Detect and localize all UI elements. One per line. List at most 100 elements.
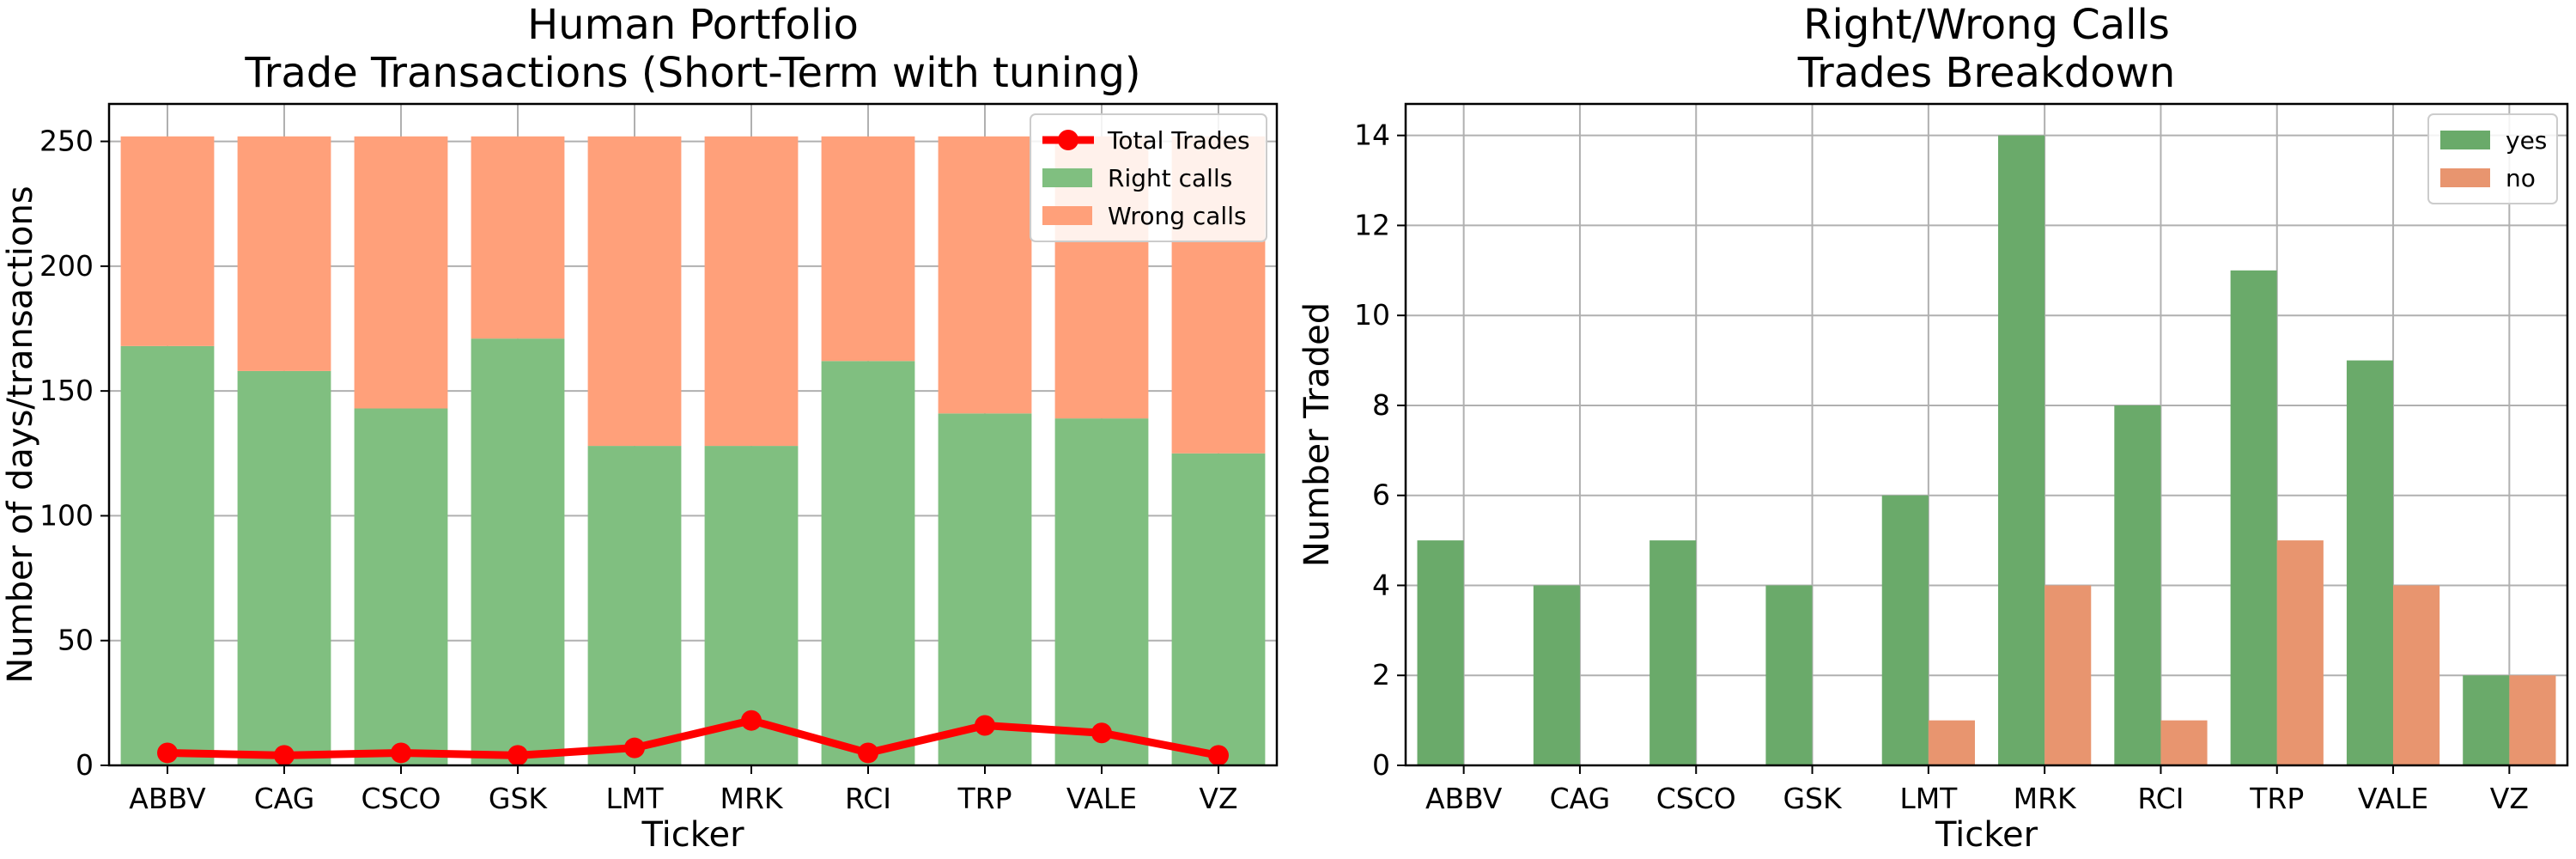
bar-yes-abbv xyxy=(1417,540,1464,765)
bar-wrong-calls-gsk xyxy=(471,136,565,339)
legend-label-total-trades: Total Trades xyxy=(1107,126,1250,155)
y-tick-label: 12 xyxy=(1354,208,1390,241)
y-tick-label: 150 xyxy=(39,374,94,407)
y-tick-label: 0 xyxy=(76,748,94,782)
x-axis-label: Ticker xyxy=(641,815,744,855)
bar-right-calls-csco xyxy=(354,408,448,765)
point-total-trades-vale xyxy=(1091,722,1112,744)
bars xyxy=(120,136,1266,765)
point-total-trades-mrk xyxy=(741,710,762,731)
bar-no-trp xyxy=(2276,540,2324,765)
legend: Total Trades Right calls Wrong calls xyxy=(1030,113,1267,242)
bar-yes-lmt xyxy=(1881,495,1929,765)
bar-yes-rci xyxy=(2114,405,2161,765)
bar-right-calls-vale xyxy=(1054,418,1149,765)
point-total-trades-abbv xyxy=(157,742,178,764)
x-tick-label-trp: TRP xyxy=(957,782,1012,815)
x-tick-label-csco: CSCO xyxy=(361,782,440,815)
y-tick-label: 4 xyxy=(1372,568,1390,601)
x-tick-label-gsk: GSK xyxy=(1783,782,1843,815)
y-tick-label: 2 xyxy=(1372,658,1390,691)
x-tick-label-trp: TRP xyxy=(2249,782,2304,815)
x-tick-label-lmt: LMT xyxy=(605,782,664,815)
bar-right-calls-rci xyxy=(821,361,915,765)
bar-right-calls-vz xyxy=(1171,453,1266,765)
x-tick-label-lmt: LMT xyxy=(1899,782,1958,815)
x-tick-label-mrk: MRK xyxy=(720,782,783,815)
x-tick-label-vz: VZ xyxy=(1199,782,1237,815)
point-total-trades-vz xyxy=(1208,745,1229,766)
x-tick-label-mrk: MRK xyxy=(2014,782,2077,815)
y-tick-label: 100 xyxy=(39,498,94,532)
bar-yes-gsk xyxy=(1765,585,1813,765)
y-tick-label: 200 xyxy=(39,249,94,283)
bar-no-vz xyxy=(2509,675,2556,765)
point-total-trades-rci xyxy=(858,742,878,764)
x-tick-label-vale: VALE xyxy=(1066,782,1137,815)
left-chart-trade-transactions: 0 50 100 150 200 250 ABBV CAG CSCO GSK LMT MRK RCI TR… xyxy=(1,1,1279,855)
legend: yes no xyxy=(2427,113,2558,204)
bar-wrong-calls-mrk xyxy=(704,136,799,447)
legend-label-right-calls: Right calls xyxy=(1108,164,1232,192)
y-tick-label: 0 xyxy=(1372,748,1390,782)
y-tick-label: 50 xyxy=(58,624,94,657)
bar-right-calls-gsk xyxy=(471,338,565,765)
x-tick-label-vale: VALE xyxy=(2358,782,2428,815)
bar-wrong-calls-rci xyxy=(821,136,915,362)
legend-swatch-total-trades-marker xyxy=(1058,130,1078,150)
line-total-trades xyxy=(167,716,1219,759)
legend-label-yes: yes xyxy=(2506,126,2547,155)
x-tick-label-cag: CAG xyxy=(1550,782,1611,815)
x-tick-label-abbv: ABBV xyxy=(129,782,206,815)
chart-title-line-2: Trades Breakdown xyxy=(1797,49,2176,97)
x-tick-label-csco: CSCO xyxy=(1656,782,1736,815)
legend-swatch-no xyxy=(2440,168,2490,187)
bar-no-mrk xyxy=(2044,585,2092,765)
y-tick-label: 10 xyxy=(1354,298,1390,332)
bar-yes-csco xyxy=(1649,540,1697,765)
legend-swatch-yes xyxy=(2440,131,2490,149)
legend-label-wrong-calls: Wrong calls xyxy=(1108,202,1247,230)
y-axis-label: Number Traded xyxy=(1297,302,1337,567)
legend-label-no: no xyxy=(2506,164,2536,192)
y-axis: 0 50 100 150 200 250 xyxy=(39,125,109,782)
x-tick-label-abbv: ABBV xyxy=(1425,782,1503,815)
y-axis-label: Number of days/transactions xyxy=(1,186,40,683)
bar-yes-vz xyxy=(2463,675,2510,765)
y-tick-label: 14 xyxy=(1354,119,1390,152)
x-tick-label-cag: CAG xyxy=(254,782,315,815)
x-tick-label-gsk: GSK xyxy=(489,782,549,815)
bar-right-calls-abbv xyxy=(120,345,215,765)
legend-swatch-right-calls xyxy=(1042,168,1092,187)
bar-yes-cag xyxy=(1533,585,1580,765)
point-total-trades-cag xyxy=(274,745,295,766)
bar-wrong-calls-abbv xyxy=(120,136,215,346)
x-tick-label-rci: RCI xyxy=(845,782,891,815)
bar-wrong-calls-cag xyxy=(237,136,331,371)
y-tick-label: 250 xyxy=(39,125,94,158)
bar-right-calls-cag xyxy=(237,370,331,765)
point-total-trades-csco xyxy=(391,742,411,764)
bar-no-rci xyxy=(2160,720,2208,765)
x-axis: ABBV CAG CSCO GSK LMT MRK RCI TRP VALE VZ xyxy=(1425,765,2529,815)
chart-title-line-1: Right/Wrong Calls xyxy=(1803,1,2170,49)
bar-yes-mrk xyxy=(1998,135,2045,765)
bars xyxy=(1417,135,2556,765)
bar-wrong-calls-csco xyxy=(354,136,448,409)
point-total-trades-gsk xyxy=(507,745,528,766)
bar-no-lmt xyxy=(1928,720,1975,765)
bar-wrong-calls-lmt xyxy=(587,136,682,447)
y-axis: 0 2 4 6 8 10 12 14 xyxy=(1354,119,1406,782)
bar-right-calls-lmt xyxy=(587,446,682,765)
x-tick-label-vz: VZ xyxy=(2490,782,2529,815)
y-tick-label: 6 xyxy=(1372,478,1390,512)
chart-title-line-2: Trade Transactions (Short-Term with tuni… xyxy=(244,49,1140,97)
point-total-trades-lmt xyxy=(624,737,645,758)
bar-right-calls-trp xyxy=(938,413,1032,765)
bar-wrong-calls-trp xyxy=(938,136,1032,414)
chart-title-line-1: Human Portfolio xyxy=(527,1,859,49)
plot-frame xyxy=(1404,102,2569,767)
bar-no-vale xyxy=(2393,585,2440,765)
x-tick-label-rci: RCI xyxy=(2137,782,2184,815)
